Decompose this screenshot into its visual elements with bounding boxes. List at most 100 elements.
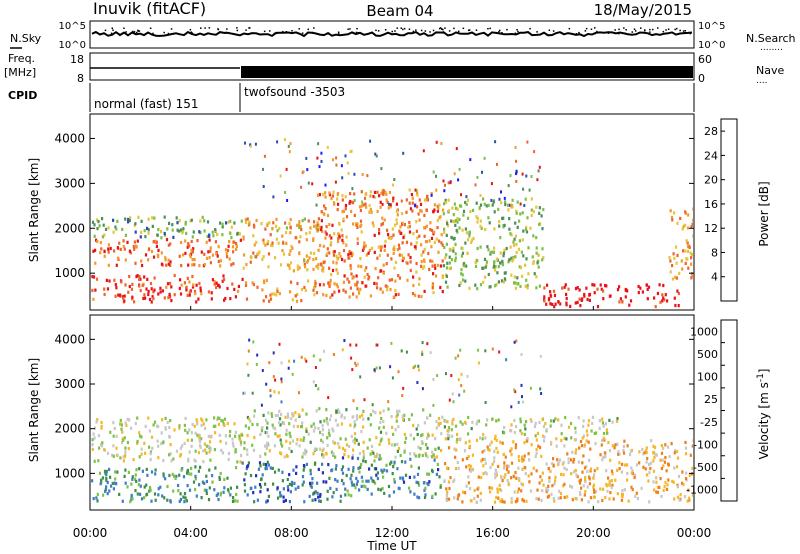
scatter-cell bbox=[391, 472, 394, 476]
cpid-segment-normal: normal (fast) 151 bbox=[94, 97, 198, 111]
scatter-cell bbox=[447, 198, 450, 202]
scatter-cell bbox=[494, 268, 497, 272]
scatter-cell bbox=[423, 247, 426, 252]
scatter-cell bbox=[387, 407, 390, 411]
scatter-cell bbox=[502, 280, 505, 284]
scatter-cell bbox=[268, 361, 271, 365]
scatter-cell bbox=[369, 423, 372, 427]
scatter-cell bbox=[104, 488, 107, 492]
noise-dot bbox=[104, 29, 107, 32]
scatter-cell bbox=[198, 438, 201, 442]
scatter-cell bbox=[307, 279, 310, 283]
scatter-cell bbox=[243, 441, 246, 445]
scatter-cell bbox=[335, 487, 338, 491]
scatter-cell bbox=[146, 473, 149, 477]
scatter-cell bbox=[456, 497, 459, 501]
scatter-cell bbox=[645, 451, 648, 455]
scatter-cell bbox=[301, 483, 304, 487]
scatter-cell bbox=[585, 465, 588, 469]
scatter-cell bbox=[414, 364, 417, 368]
scatter-cell bbox=[129, 500, 132, 504]
scatter-cell bbox=[659, 477, 662, 481]
noise-dot bbox=[458, 30, 460, 33]
scatter-cell bbox=[485, 204, 488, 208]
scatter-cell bbox=[335, 156, 338, 160]
noise-dot bbox=[594, 27, 596, 29]
scatter-cell bbox=[248, 222, 251, 226]
scatter-cell bbox=[319, 492, 322, 497]
scatter-cell bbox=[574, 438, 577, 442]
scatter-cell bbox=[474, 183, 477, 187]
noise-trace bbox=[91, 30, 693, 38]
scatter-cell bbox=[225, 441, 228, 445]
scatter-cell bbox=[207, 434, 210, 438]
scatter-cell bbox=[467, 464, 471, 468]
noise-dot bbox=[152, 32, 154, 35]
scatter-cell bbox=[274, 432, 277, 436]
scatter-cell bbox=[157, 228, 160, 232]
scatter-cell bbox=[515, 250, 518, 255]
noise-dot bbox=[403, 27, 406, 30]
scatter-cell bbox=[427, 251, 430, 256]
scatter-cell bbox=[518, 265, 521, 269]
scatter-cell bbox=[221, 279, 224, 283]
scatter-cell bbox=[153, 492, 157, 496]
scatter-cell bbox=[599, 283, 602, 287]
scatter-cell bbox=[559, 302, 562, 306]
scatter-cell bbox=[503, 248, 506, 252]
scatter-cell bbox=[302, 464, 306, 468]
scatter-cell bbox=[409, 255, 412, 260]
scatter-cell bbox=[517, 487, 520, 491]
scatter-cell bbox=[402, 235, 405, 240]
scatter-cell bbox=[660, 451, 664, 455]
scatter-cell bbox=[105, 485, 108, 489]
scatter-cell bbox=[191, 258, 194, 262]
scatter-cell bbox=[618, 467, 621, 471]
scatter-cell bbox=[304, 265, 307, 269]
scatter-cell bbox=[232, 444, 235, 448]
scatter-cell bbox=[466, 374, 469, 378]
scatter-cell bbox=[501, 441, 504, 445]
scatter-cell bbox=[367, 251, 370, 255]
scatter-cell bbox=[271, 241, 274, 245]
scatter-cell bbox=[538, 206, 541, 210]
scatter-cell bbox=[423, 495, 427, 500]
scatter-cell bbox=[304, 452, 307, 456]
scatter-cell bbox=[360, 190, 363, 194]
noise-dot bbox=[375, 29, 377, 32]
scatter-cell bbox=[567, 425, 571, 429]
noise-dot bbox=[578, 31, 580, 34]
scatter-cell bbox=[385, 192, 388, 196]
scatter-cell bbox=[114, 477, 117, 481]
scatter-cell bbox=[426, 472, 429, 476]
scatter-cell bbox=[522, 400, 525, 404]
scatter-cell bbox=[490, 198, 493, 202]
scatter-cell bbox=[387, 232, 390, 237]
scatter-cell bbox=[507, 470, 510, 474]
scatter-cell bbox=[165, 285, 168, 289]
scatter-cell bbox=[474, 264, 478, 268]
scatter-cell bbox=[468, 230, 471, 234]
scatter-cell bbox=[551, 484, 554, 488]
scatter-cell bbox=[313, 285, 316, 289]
scatter-cell bbox=[314, 490, 317, 494]
scatter-cell bbox=[264, 466, 267, 471]
scatter-cell bbox=[465, 484, 468, 488]
scatter-cell bbox=[532, 234, 535, 238]
noise-dot bbox=[424, 30, 427, 32]
scatter-cell bbox=[92, 497, 95, 501]
scatter-cell bbox=[315, 227, 318, 231]
noise-dot bbox=[189, 29, 192, 31]
scatter-cell bbox=[557, 461, 560, 465]
scatter-cell bbox=[483, 457, 487, 461]
scatter-cell bbox=[666, 445, 670, 449]
scatter-cell bbox=[635, 463, 638, 467]
scatter-cell bbox=[469, 158, 472, 162]
scatter-cell bbox=[160, 442, 163, 446]
scatter-cell bbox=[420, 440, 423, 444]
scatter-cell bbox=[341, 194, 344, 198]
scatter-cell bbox=[604, 284, 607, 288]
scatter-cell bbox=[162, 440, 165, 444]
scatter-cell bbox=[320, 225, 323, 229]
scatter-cell bbox=[646, 456, 649, 461]
